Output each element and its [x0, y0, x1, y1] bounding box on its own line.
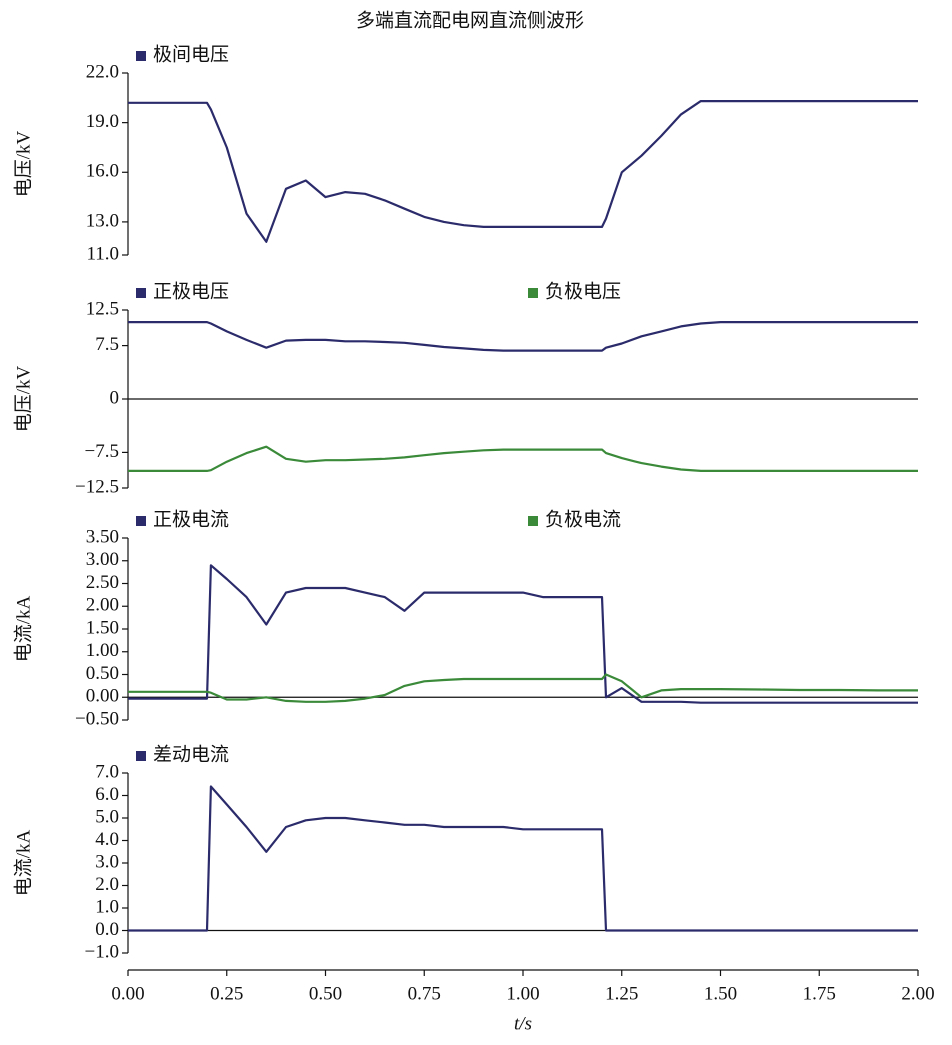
y-tick-label: 12.5	[86, 298, 119, 319]
series-line	[128, 785, 918, 932]
x-tick-label: 1.00	[506, 983, 539, 1004]
legend-label: 正极电压	[153, 280, 229, 302]
y-tick-label: 6.0	[95, 784, 119, 805]
legend-label: 负极电流	[545, 508, 621, 530]
y-tick-label: 3.50	[86, 526, 119, 547]
y-tick-label: 2.00	[86, 595, 119, 616]
x-tick-label: 0.25	[210, 983, 243, 1004]
x-tick-label: 0.75	[408, 983, 441, 1004]
x-tick-label: 2.00	[901, 983, 934, 1004]
x-tick-label: 0.50	[309, 983, 342, 1004]
y-tick-label: 3.00	[86, 549, 119, 570]
y-axis-label: 电压/kV	[12, 365, 34, 432]
series-line	[128, 564, 918, 704]
series-line	[128, 100, 918, 243]
series-line	[128, 321, 918, 352]
legend-label: 负极电压	[545, 280, 621, 302]
series-line	[128, 445, 918, 472]
y-tick-label: 13.0	[86, 210, 119, 231]
x-axis-label: t/s	[514, 1013, 532, 1034]
y-tick-label: 5.0	[95, 806, 119, 827]
y-axis-label: 电压/kV	[12, 130, 34, 197]
legend-label: 极间电压	[153, 43, 229, 65]
y-tick-label: 22.0	[86, 61, 119, 82]
y-tick-label: 7.5	[95, 334, 119, 355]
y-tick-label: −0.50	[75, 708, 119, 729]
legend-swatch	[528, 288, 538, 298]
legend-swatch	[528, 516, 538, 526]
y-tick-label: 1.00	[86, 640, 119, 661]
y-tick-label: −7.5	[85, 441, 119, 462]
y-tick-label: 1.50	[86, 617, 119, 638]
y-tick-label: 0.0	[95, 919, 119, 940]
x-tick-label: 0.00	[111, 983, 144, 1004]
y-tick-label: 7.0	[95, 761, 119, 782]
legend-label: 正极电流	[153, 508, 229, 530]
x-tick-label: 1.50	[704, 983, 737, 1004]
x-tick-label: 1.25	[605, 983, 638, 1004]
legend-swatch	[136, 51, 146, 61]
y-tick-label: 0.00	[86, 686, 119, 707]
y-tick-label: 19.0	[86, 111, 119, 132]
y-axis-label: 电流/kA	[12, 829, 34, 896]
legend-swatch	[136, 288, 146, 298]
legend-label: 差动电流	[153, 743, 229, 765]
y-tick-label: 11.0	[86, 243, 119, 264]
series-line	[128, 673, 918, 703]
y-axis-label: 电流/kA	[12, 595, 34, 662]
legend-swatch	[136, 751, 146, 761]
y-tick-label: 1.0	[95, 896, 119, 917]
y-tick-label: 3.0	[95, 851, 119, 872]
chart-title: 多端直流配电网直流侧波形	[356, 9, 584, 31]
y-tick-label: 4.0	[95, 829, 119, 850]
y-tick-label: −12.5	[75, 476, 119, 497]
y-tick-label: 2.0	[95, 874, 119, 895]
y-tick-label: −1.0	[85, 941, 119, 962]
y-tick-label: 0.50	[86, 663, 119, 684]
x-tick-label: 1.75	[803, 983, 836, 1004]
y-tick-label: 16.0	[86, 161, 119, 182]
legend-swatch	[136, 516, 146, 526]
y-tick-label: 2.50	[86, 572, 119, 593]
y-tick-label: 0	[110, 387, 120, 408]
